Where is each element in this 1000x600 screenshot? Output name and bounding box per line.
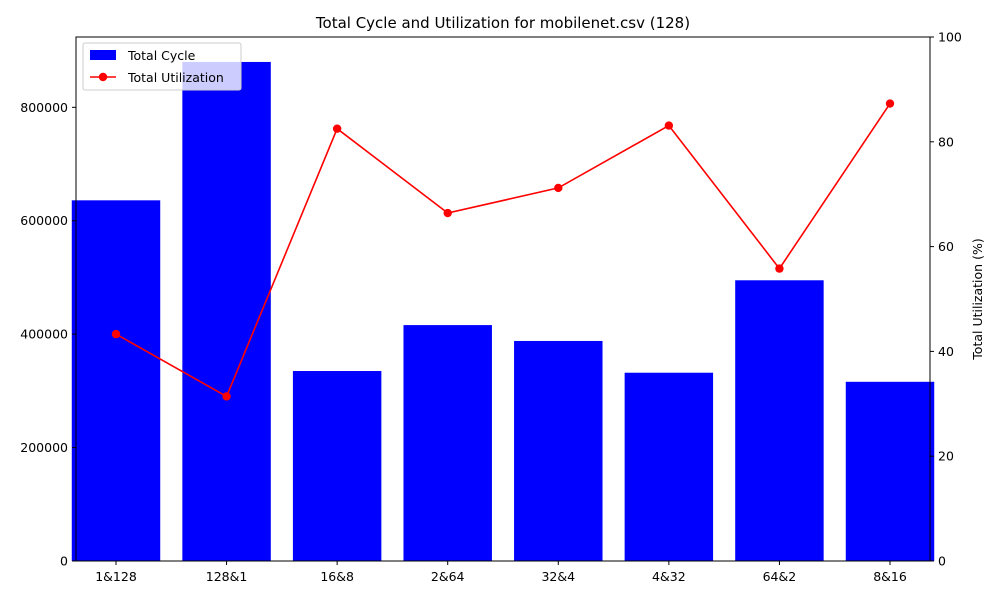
y-axis-right-title: Total Utilization (%) [970,238,985,360]
y-right-tick-label: 100 [938,30,962,45]
x-tick-label: 16&8 [320,569,354,584]
utilization-point-16&8 [332,124,342,133]
legend-total-cycle-swatch [90,50,116,60]
y-left-tick-label: 0 [60,554,68,569]
bar-128&1 [182,61,271,561]
utilization-point-64&2 [775,264,784,273]
x-tick-label: 1&128 [95,569,137,584]
y-axis-right: 0 20 40 60 80 100 [930,30,962,569]
utilization-line [115,103,891,398]
plot-frame [75,36,931,562]
y-right-tick-label: 40 [938,344,954,359]
y-right-tick-label: 80 [938,134,954,149]
y-left-tick-label: 800000 [20,100,68,115]
line-layer [111,99,895,401]
bars-layer [71,61,935,561]
y-left-tick-label: 400000 [20,327,68,342]
legend-box [82,42,242,91]
x-axis: 1&128 128&1 16&8 2&64 32&4 4&32 64&2 8&16 [95,561,907,584]
legend: Total Cycle Total Utilization [82,42,242,91]
bar-8&16 [845,381,935,561]
legend-total-cycle-label: Total Cycle [127,48,196,63]
bar-16&8 [292,371,382,561]
bar-4&32 [624,372,714,561]
y-right-tick-label: 20 [938,449,954,464]
utilization-point-1&128 [111,329,121,339]
bar-64&2 [735,280,824,561]
legend-total-utilization-marker [98,72,108,82]
bar-2&64 [403,325,492,561]
x-tick-label: 4&32 [652,569,686,584]
legend-total-utilization-label: Total Utilization [127,70,224,85]
utilization-point-32&4 [554,183,563,193]
x-tick-label: 8&16 [873,569,907,584]
chart-title: Total Cycle and Utilization for mobilene… [315,14,690,32]
utilization-point-128&1 [222,392,231,401]
y-right-tick-label: 60 [938,239,954,254]
x-tick-label: 2&64 [431,569,465,584]
x-tick-label: 128&1 [206,569,248,584]
y-right-tick-label: 0 [938,554,946,569]
bar-32&4 [514,340,603,561]
utilization-point-8&16 [885,99,895,108]
x-tick-label: 32&4 [541,569,575,584]
x-tick-label: 64&2 [763,569,797,584]
bar-1&128 [71,200,161,561]
y-axis-left: 0 200000 400000 600000 800000 [20,100,76,569]
utilization-point-2&64 [443,208,452,218]
utilization-point-4&32 [664,121,674,130]
y-left-tick-label: 600000 [20,213,68,228]
y-left-tick-label: 200000 [20,440,68,455]
